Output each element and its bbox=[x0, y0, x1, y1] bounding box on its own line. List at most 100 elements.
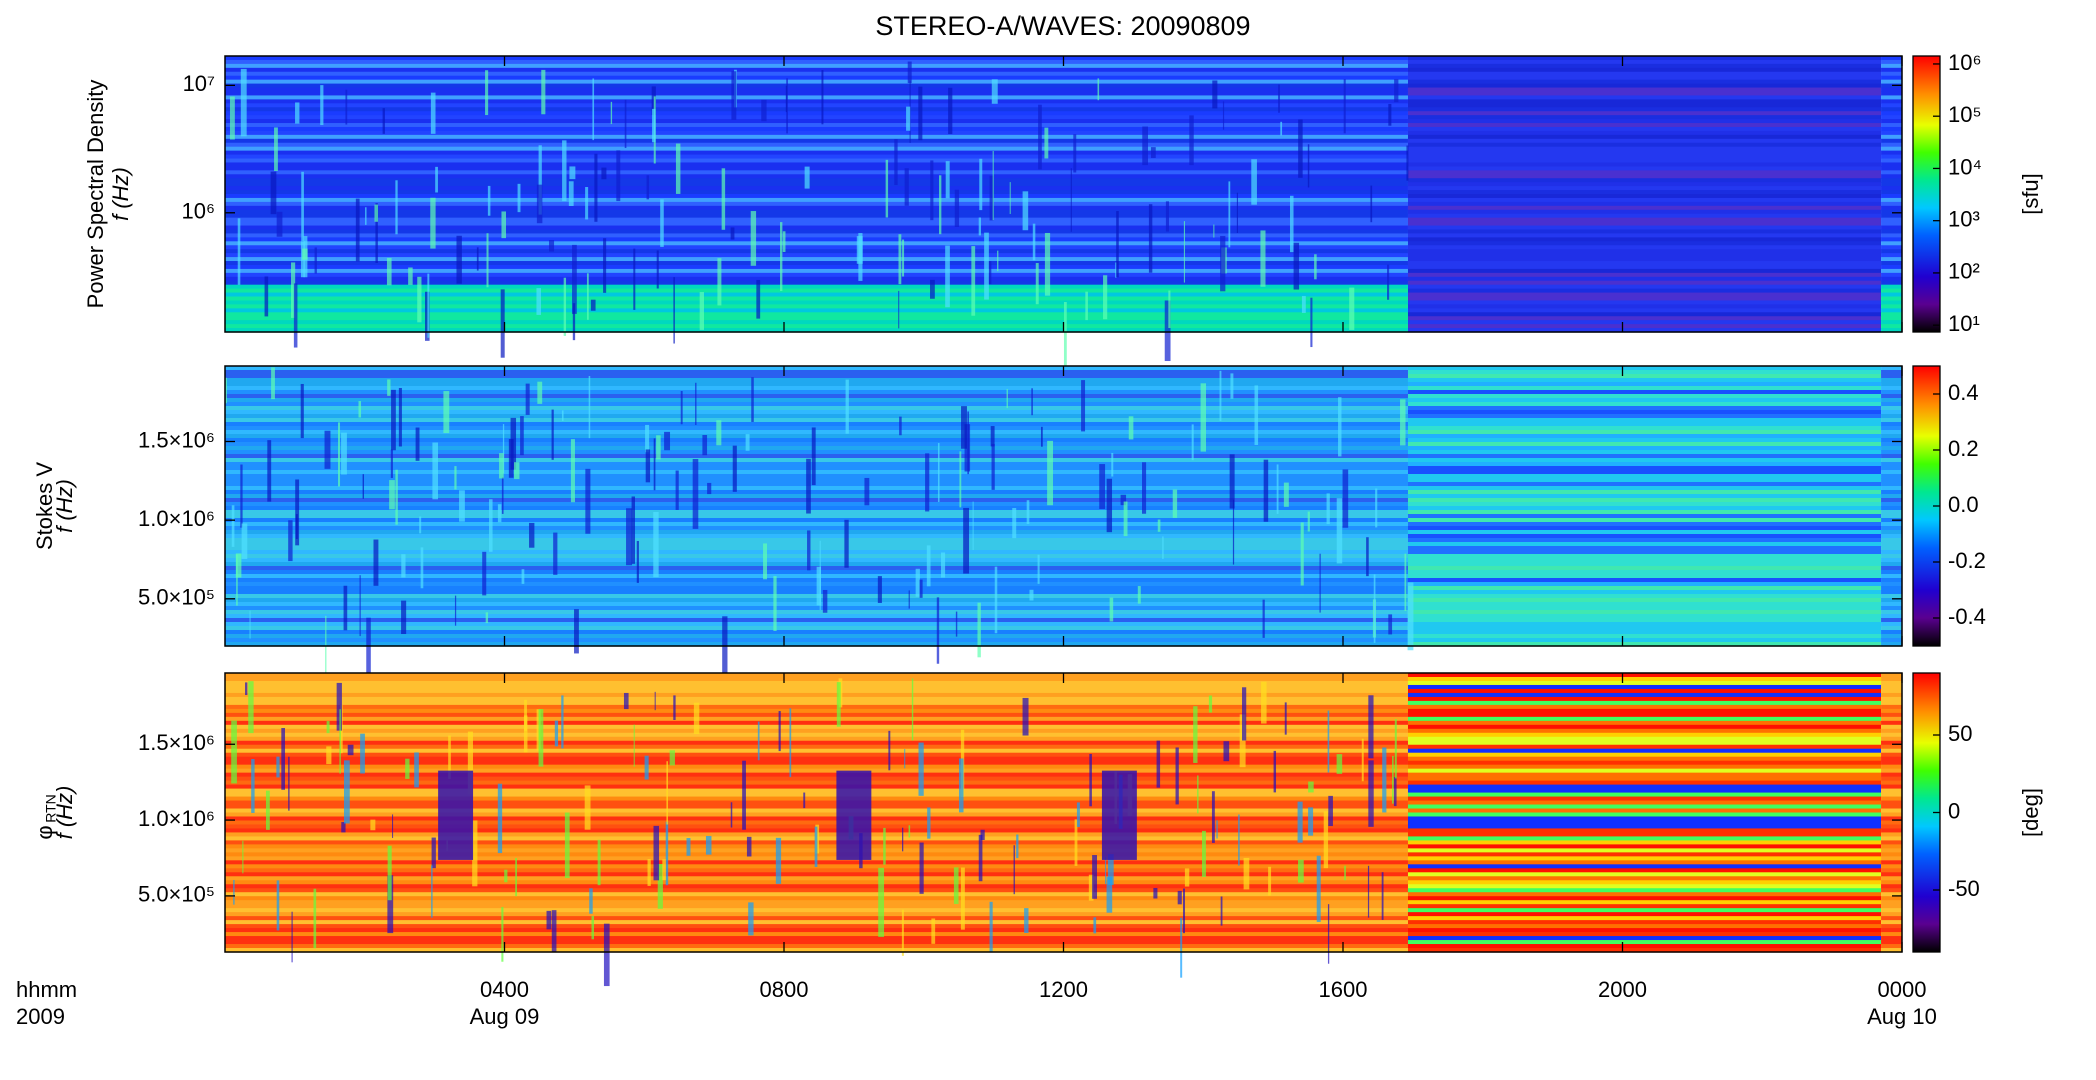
spectrogram-band bbox=[1407, 67, 1882, 73]
spectrogram-streak bbox=[594, 153, 598, 222]
spectrogram-band bbox=[1881, 268, 1902, 274]
spectrogram-band bbox=[1407, 115, 1882, 120]
spectrogram-band bbox=[1881, 390, 1902, 395]
spectrogram-streak bbox=[1189, 115, 1194, 166]
spectrogram-band bbox=[225, 538, 1408, 543]
spectrogram-streak bbox=[603, 238, 607, 293]
spectrogram-streak bbox=[314, 247, 317, 274]
spectrogram-band bbox=[1407, 174, 1882, 179]
spectrogram-streak bbox=[940, 552, 946, 578]
spectrogram-band bbox=[225, 229, 1408, 235]
spectrogram-band bbox=[225, 95, 1408, 100]
spectrogram-band bbox=[1407, 142, 1882, 148]
spectrogram-streak bbox=[1387, 264, 1390, 300]
spectrogram-band bbox=[1407, 752, 1882, 758]
y-tick-label: 10⁷ bbox=[183, 71, 215, 96]
spectrogram-streak bbox=[1289, 195, 1294, 253]
spectrogram-band bbox=[1407, 410, 1882, 415]
spectrogram-band bbox=[1881, 868, 1902, 873]
x-tick-label: 2000 bbox=[1598, 977, 1647, 1002]
spectrogram-band bbox=[1881, 696, 1902, 702]
spectrogram-streak bbox=[355, 198, 360, 262]
spectrogram-band bbox=[1407, 229, 1882, 235]
spectrogram-band bbox=[1881, 119, 1902, 124]
spectrogram-streak bbox=[636, 540, 639, 583]
spectrogram-streak bbox=[930, 279, 935, 299]
spectrogram-streak bbox=[574, 609, 579, 654]
spectrogram-band bbox=[1407, 406, 1882, 411]
spectrogram-band bbox=[225, 316, 1408, 321]
spectrogram-streak bbox=[756, 279, 761, 319]
spectrogram-band bbox=[225, 264, 1408, 270]
spectrogram-band bbox=[225, 614, 1408, 619]
spectrogram-streak bbox=[1394, 79, 1399, 103]
spectrogram-streak bbox=[251, 758, 255, 813]
spectrogram-band bbox=[225, 602, 1408, 607]
spectrogram-band bbox=[225, 606, 1408, 611]
spectrogram-band bbox=[1407, 736, 1882, 742]
spectrogram-streak bbox=[386, 257, 392, 286]
spectrogram-streak bbox=[705, 835, 712, 855]
spectrogram-band bbox=[1407, 446, 1882, 451]
spectrogram-band bbox=[1407, 896, 1882, 901]
spectrogram-streak bbox=[959, 451, 962, 508]
spectrogram-band bbox=[225, 876, 1408, 881]
spectrogram-streak bbox=[1338, 397, 1342, 457]
spectrogram-band bbox=[1881, 626, 1902, 631]
spectrogram-streak bbox=[408, 267, 413, 285]
spectrogram-streak bbox=[401, 554, 406, 578]
spectrogram-band bbox=[225, 916, 1408, 921]
spectrogram-streak bbox=[276, 211, 283, 237]
spectrogram-band bbox=[1407, 724, 1882, 730]
spectrogram-band bbox=[1407, 744, 1882, 750]
spectrogram-band bbox=[225, 138, 1408, 144]
spectrogram-streak bbox=[240, 464, 243, 528]
spectrogram-band bbox=[225, 292, 1408, 298]
spectrogram-band bbox=[1407, 426, 1882, 431]
spectrogram-streak bbox=[1142, 126, 1148, 166]
spectrogram-streak bbox=[387, 379, 391, 396]
x-tick-label: 1600 bbox=[1319, 977, 1368, 1002]
spectrogram-band bbox=[1407, 892, 1882, 897]
spectrogram-streak bbox=[898, 290, 900, 329]
spectrogram-band bbox=[225, 892, 1408, 897]
spectrogram-streak bbox=[276, 880, 280, 931]
spectrogram-band bbox=[1407, 526, 1882, 531]
spectrogram-band bbox=[1881, 546, 1902, 551]
y-tick-label: 1.5×10⁶ bbox=[138, 427, 215, 452]
spectrogram-streak bbox=[1111, 452, 1114, 477]
spectrogram-band bbox=[225, 554, 1408, 559]
spectrogram-streak bbox=[721, 168, 726, 230]
spectrogram-streak bbox=[858, 233, 863, 281]
spectrogram-streak bbox=[1368, 760, 1374, 827]
spectrogram-streak bbox=[821, 70, 824, 125]
spectrogram-band bbox=[1881, 676, 1902, 682]
spectrogram-streak bbox=[1148, 204, 1153, 273]
spectrogram-band bbox=[1881, 764, 1902, 770]
spectrogram-band bbox=[1881, 249, 1902, 254]
spectrogram-band bbox=[1881, 948, 1902, 953]
spectrogram-streak bbox=[241, 523, 248, 560]
spectrogram-streak bbox=[730, 227, 735, 240]
spectrogram-band bbox=[1881, 724, 1902, 730]
spectrogram-band bbox=[1407, 684, 1882, 690]
y-axis-label: Stokes V bbox=[32, 462, 57, 550]
spectrogram-streak bbox=[1022, 191, 1029, 231]
spectrogram-streak bbox=[616, 150, 621, 202]
spectrogram-streak bbox=[373, 539, 379, 586]
spectrogram-streak bbox=[1044, 127, 1049, 159]
spectrogram-band bbox=[1881, 780, 1902, 786]
spectrogram-streak bbox=[919, 579, 923, 598]
spectrogram-band bbox=[1407, 904, 1882, 909]
spectrogram-band bbox=[225, 768, 1408, 774]
spectrogram-streak bbox=[673, 695, 676, 720]
spectrogram-band bbox=[1407, 253, 1882, 258]
spectrogram-streak bbox=[918, 742, 924, 796]
spectrogram-streak bbox=[1307, 511, 1310, 532]
spectrogram-band bbox=[1407, 95, 1882, 100]
spectrogram-band bbox=[1407, 79, 1882, 85]
spectrogram-band bbox=[225, 426, 1408, 431]
spectrogram-band bbox=[1881, 940, 1902, 945]
spectrogram-streak bbox=[894, 139, 898, 186]
spectrogram-band bbox=[1881, 498, 1902, 503]
